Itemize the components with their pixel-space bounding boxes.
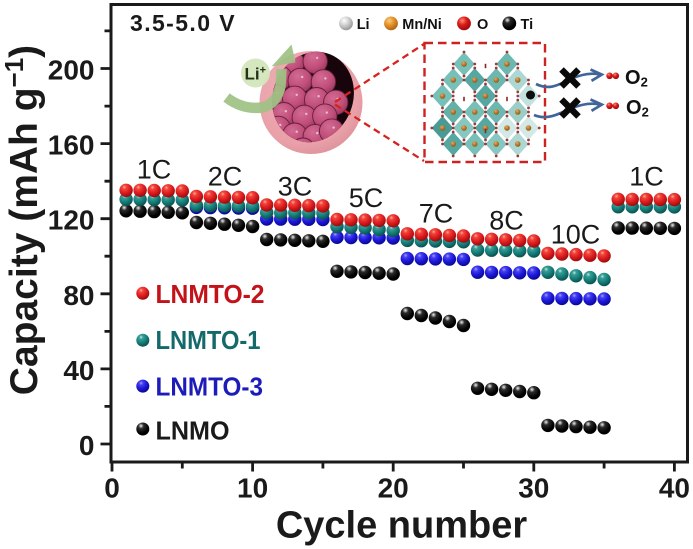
svg-text:Capacity (mAh g−1): Capacity (mAh g−1) — [0, 45, 46, 395]
svg-text:Cycle number: Cycle number — [276, 505, 528, 547]
svg-text:40: 40 — [659, 473, 690, 504]
svg-text:3.5-5.0 V: 3.5-5.0 V — [130, 10, 236, 36]
svg-text:10C: 10C — [551, 220, 601, 250]
svg-text:LNMTO-3: LNMTO-3 — [156, 372, 264, 402]
svg-text:20: 20 — [378, 473, 409, 504]
svg-text:1C: 1C — [137, 155, 172, 185]
svg-text:Mn/Ni: Mn/Ni — [402, 17, 441, 33]
svg-text:160: 160 — [48, 130, 95, 161]
svg-text:10: 10 — [237, 473, 268, 504]
svg-text:LNMO: LNMO — [156, 416, 230, 446]
svg-text:7C: 7C — [419, 199, 454, 229]
svg-text:3C: 3C — [278, 172, 313, 202]
svg-text:Ti: Ti — [521, 17, 534, 33]
svg-text:LNMTO-2: LNMTO-2 — [156, 279, 265, 309]
svg-text:5C: 5C — [349, 183, 384, 213]
svg-text:Li: Li — [357, 17, 370, 33]
svg-text:2C: 2C — [208, 162, 243, 192]
svg-text:1C: 1C — [629, 162, 664, 192]
svg-text:30: 30 — [518, 473, 549, 504]
svg-text:LNMTO-1: LNMTO-1 — [156, 325, 261, 355]
svg-text:8C: 8C — [489, 206, 524, 236]
svg-text:120: 120 — [48, 205, 95, 236]
svg-text:O: O — [477, 17, 488, 33]
svg-text:0: 0 — [104, 473, 120, 504]
svg-text:200: 200 — [48, 55, 95, 86]
svg-text:0: 0 — [79, 430, 95, 461]
svg-text:80: 80 — [63, 280, 94, 311]
svg-text:40: 40 — [63, 355, 94, 386]
